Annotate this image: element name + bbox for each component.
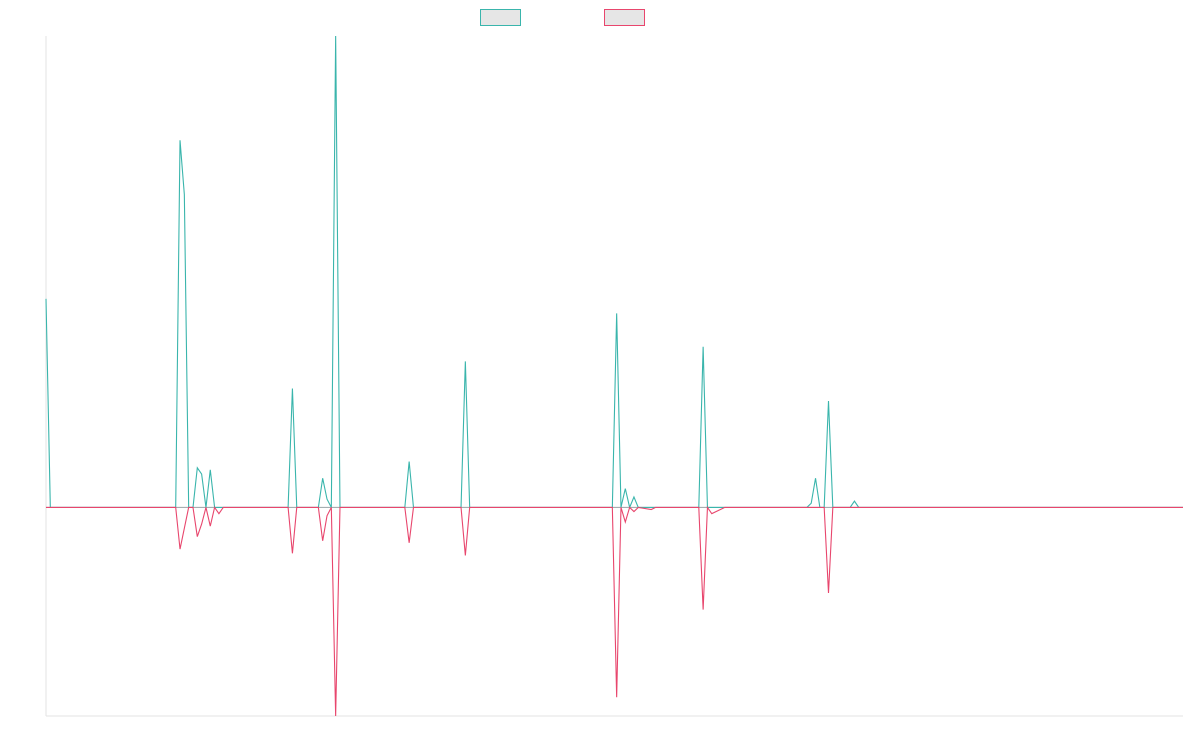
legend-swatch-1 (480, 9, 521, 26)
series-layer (45, 35, 1183, 717)
axes (45, 36, 1183, 717)
series-line-1 (45, 35, 1183, 510)
series-line-2 (46, 505, 1183, 717)
legend (480, 9, 645, 26)
legend-swatch-2 (604, 9, 645, 26)
